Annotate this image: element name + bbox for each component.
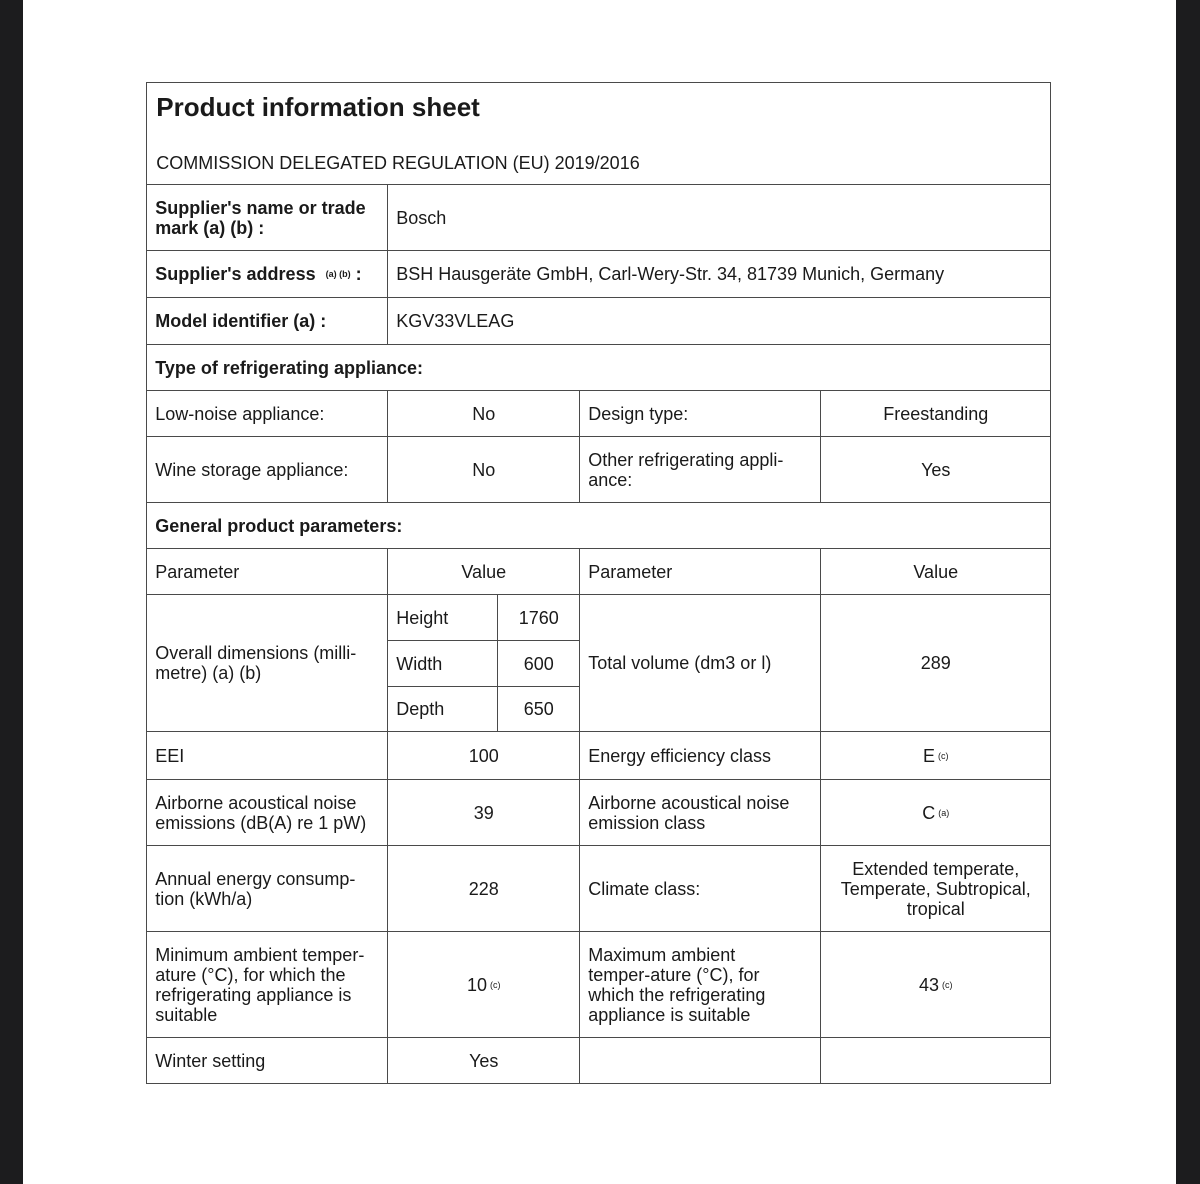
annual-label: Annual energy consump-tion (kWh/a) bbox=[146, 845, 389, 933]
regulation: COMMISSION DELEGATED REGULATION (EU) 201… bbox=[156, 153, 640, 174]
energy-class-label: Energy efficiency class bbox=[579, 731, 822, 781]
max-temp-label: Maximum ambient temper-ature (°C), for w… bbox=[579, 931, 822, 1039]
noise-class-value: C (a) bbox=[820, 779, 1052, 847]
footnote: (c) bbox=[490, 979, 501, 990]
winter-label: Winter setting bbox=[146, 1037, 389, 1085]
document-page bbox=[23, 0, 1176, 1184]
model-label: Model identifier (a) : bbox=[146, 297, 389, 346]
design-type-value: Freestanding bbox=[820, 390, 1052, 438]
supplier-address-label: Supplier's address (a) (b): bbox=[146, 250, 389, 299]
low-noise-label: Low-noise appliance: bbox=[146, 390, 389, 438]
col-parameter-2: Parameter bbox=[579, 548, 822, 596]
climate-label: Climate class: bbox=[579, 845, 822, 933]
footnote: (c) bbox=[942, 979, 953, 990]
model-identifier: KGV33VLEAG bbox=[387, 297, 1052, 346]
wine-value: No bbox=[387, 436, 581, 504]
design-type-label: Design type: bbox=[579, 390, 822, 438]
annual-value: 228 bbox=[387, 845, 581, 933]
height-value: 1760 bbox=[497, 594, 581, 642]
min-temp-label: Minimum ambient temper-ature (°C), for w… bbox=[146, 931, 389, 1039]
type-heading: Type of refrigerating appliance: bbox=[146, 344, 1052, 392]
footnote: (c) bbox=[938, 750, 949, 761]
supplier-name: Bosch bbox=[387, 184, 1052, 252]
general-heading: General product parameters: bbox=[146, 502, 1052, 550]
footnote: (a) (b) bbox=[325, 269, 351, 280]
other-label: Other refrigerating appli-ance: bbox=[579, 436, 822, 504]
depth-value: 650 bbox=[497, 686, 581, 733]
max-temp-value: 43 (c) bbox=[820, 931, 1052, 1039]
width-label: Width bbox=[387, 640, 499, 688]
height-label: Height bbox=[387, 594, 499, 642]
col-parameter-1: Parameter bbox=[146, 548, 389, 596]
empty-cell bbox=[579, 1037, 822, 1085]
col-value-2: Value bbox=[820, 548, 1052, 596]
other-value: Yes bbox=[820, 436, 1052, 504]
value-text: 43 bbox=[918, 974, 940, 995]
eei-value: 100 bbox=[387, 731, 581, 781]
value-text: C bbox=[922, 802, 936, 823]
header-cell: Product information sheet COMMISSION DEL… bbox=[146, 82, 1052, 186]
volume-label: Total volume (dm3 or l) bbox=[579, 594, 822, 733]
value-text: 10 bbox=[466, 974, 488, 995]
noise-class-label: Airborne acoustical noise emission class bbox=[579, 779, 822, 847]
winter-value: Yes bbox=[387, 1037, 581, 1085]
noise-value: 39 bbox=[387, 779, 581, 847]
wine-label: Wine storage appliance: bbox=[146, 436, 389, 504]
label-text: Supplier's address bbox=[155, 264, 316, 285]
page-title: Product information sheet bbox=[156, 92, 480, 123]
depth-label: Depth bbox=[387, 686, 499, 733]
footnote: (a) bbox=[938, 807, 950, 818]
min-temp-value: 10 (c) bbox=[387, 931, 581, 1039]
colon: : bbox=[355, 264, 362, 285]
climate-value: Extended temperate, Temperate, Subtropic… bbox=[820, 845, 1052, 933]
supplier-address: BSH Hausgeräte GmbH, Carl-Wery-Str. 34, … bbox=[387, 250, 1052, 299]
eei-label: EEI bbox=[146, 731, 389, 781]
dimensions-label: Overall dimensions (milli-metre) (a) (b) bbox=[146, 594, 389, 733]
low-noise-value: No bbox=[387, 390, 581, 438]
col-value-1: Value bbox=[387, 548, 581, 596]
value-text: E bbox=[922, 745, 935, 766]
width-value: 600 bbox=[497, 640, 581, 688]
energy-class-value: E (c) bbox=[820, 731, 1052, 781]
noise-label: Airborne acoustical noise emissions (dB(… bbox=[146, 779, 389, 847]
volume-value: 289 bbox=[820, 594, 1052, 733]
empty-cell bbox=[820, 1037, 1052, 1085]
supplier-name-label: Supplier's name or trade mark (a) (b) : bbox=[146, 184, 389, 252]
